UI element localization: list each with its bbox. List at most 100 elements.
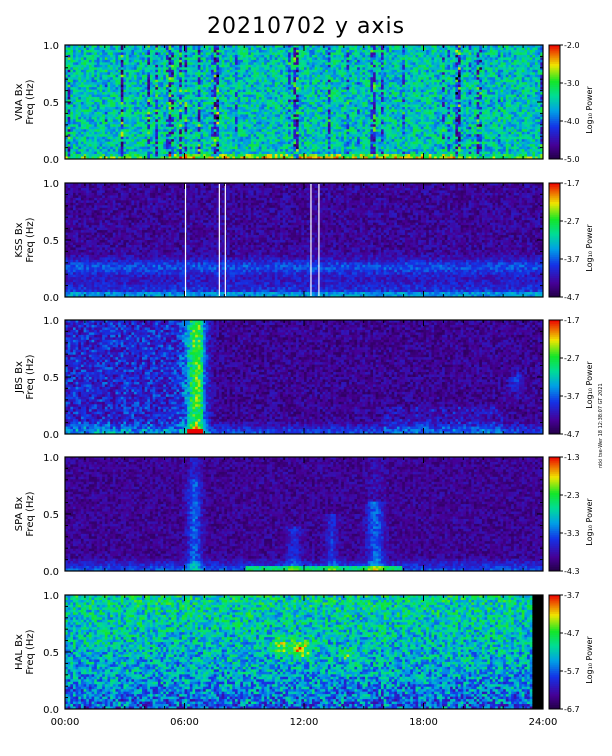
spectrogram-cell bbox=[78, 109, 82, 113]
spectrogram-cell bbox=[149, 57, 154, 61]
spectrogram-cell bbox=[197, 136, 201, 140]
spectrogram-cell bbox=[314, 156, 318, 160]
spectrogram-cell bbox=[213, 72, 217, 76]
spectrogram-cell bbox=[192, 141, 196, 145]
spectrogram-cell bbox=[343, 146, 347, 150]
spectrogram-cell bbox=[237, 87, 241, 91]
spectrogram-cell bbox=[139, 45, 143, 48]
spectrogram-cell bbox=[139, 146, 143, 150]
spectrogram-cell bbox=[147, 64, 151, 68]
spectrogram-cell bbox=[163, 139, 167, 143]
spectrogram-cell bbox=[203, 97, 207, 100]
spectrogram-cell bbox=[110, 116, 114, 120]
spectrogram-cell bbox=[152, 111, 156, 115]
spectrogram-cell bbox=[256, 146, 260, 150]
spectrogram-cell bbox=[67, 92, 71, 95]
spectrogram-cell bbox=[338, 69, 342, 73]
spectrogram-cell bbox=[142, 124, 146, 128]
spectrogram-cell bbox=[341, 74, 345, 78]
spectrogram-cell bbox=[211, 79, 215, 83]
spectrogram-cell bbox=[250, 106, 254, 110]
spectrogram-cell bbox=[311, 151, 316, 155]
spectrogram-cell bbox=[335, 144, 339, 148]
spectrogram-cell bbox=[176, 52, 180, 56]
spectrogram-cell bbox=[78, 82, 82, 86]
spectrogram-cell bbox=[115, 109, 119, 113]
spectrogram-cell bbox=[232, 124, 236, 128]
spectrogram-cell bbox=[115, 104, 119, 108]
spectrogram-cell bbox=[319, 124, 323, 128]
spectrogram-cell bbox=[341, 109, 345, 113]
spectrogram-cell bbox=[216, 49, 220, 53]
spectrogram-cell bbox=[80, 67, 84, 71]
spectrogram-cell bbox=[115, 94, 119, 98]
spectrogram-cell bbox=[346, 136, 350, 140]
spectrogram-cell bbox=[75, 114, 79, 118]
spectrogram-cell bbox=[248, 77, 252, 81]
spectrogram-cell bbox=[120, 151, 124, 155]
spectrogram-cell bbox=[163, 109, 167, 113]
spectrogram-cell bbox=[258, 141, 262, 145]
spectrogram-cell bbox=[224, 126, 228, 130]
spectrogram-cell bbox=[333, 114, 337, 118]
spectrogram-cell bbox=[142, 59, 146, 63]
spectrogram-cell bbox=[298, 47, 302, 51]
spectrogram-cell bbox=[144, 104, 148, 108]
spectrogram-cell bbox=[120, 47, 124, 51]
spectrogram-cell bbox=[149, 151, 154, 155]
spectrogram-cell bbox=[237, 94, 241, 98]
spectrogram-cell bbox=[189, 67, 193, 71]
spectrogram-cell bbox=[118, 89, 122, 93]
spectrogram-cell bbox=[242, 82, 246, 86]
spectrogram-cell bbox=[91, 84, 95, 88]
spectrogram-cell bbox=[229, 82, 233, 86]
spectrogram-cell bbox=[131, 77, 135, 81]
spectrogram-cell bbox=[272, 131, 276, 135]
spectrogram-cell bbox=[75, 149, 79, 152]
spectrogram-cell bbox=[314, 144, 318, 148]
spectrogram-cell bbox=[304, 89, 308, 93]
spectrogram-cell bbox=[203, 62, 207, 66]
spectrogram-cell bbox=[195, 57, 199, 61]
spectrogram-cell bbox=[110, 102, 114, 105]
spectrogram-cell bbox=[149, 45, 154, 48]
spectrogram-cell bbox=[189, 146, 193, 150]
spectrogram-cell bbox=[234, 134, 239, 138]
spectrogram-cell bbox=[274, 84, 278, 88]
spectrogram-cell bbox=[229, 99, 233, 103]
spectrogram-cell bbox=[314, 74, 318, 78]
spectrogram-cell bbox=[309, 139, 313, 143]
spectrogram-cell bbox=[221, 92, 225, 95]
spectrogram-cell bbox=[147, 144, 151, 148]
spectrogram-cell bbox=[70, 129, 74, 133]
spectrogram-cell bbox=[261, 104, 265, 108]
spectrogram-cell bbox=[253, 136, 257, 140]
spectrogram-cell bbox=[179, 77, 183, 81]
spectrogram-cell bbox=[75, 87, 79, 91]
spectrogram-cell bbox=[290, 92, 294, 95]
spectrogram-cell bbox=[269, 102, 273, 105]
spectrogram-cell bbox=[200, 59, 204, 63]
spectrogram-cell bbox=[211, 82, 215, 86]
spectrogram-cell bbox=[157, 52, 161, 56]
spectrogram-cell bbox=[272, 97, 276, 100]
spectrogram-cell bbox=[192, 49, 196, 53]
spectrogram-cell bbox=[253, 114, 257, 118]
spectrogram-cell bbox=[224, 99, 228, 103]
spectrogram-cell bbox=[240, 79, 244, 83]
spectrogram-cell bbox=[317, 52, 321, 56]
spectrogram-cell bbox=[269, 57, 273, 61]
spectrogram-cell bbox=[96, 59, 100, 63]
spectrogram-cell bbox=[142, 49, 146, 53]
spectrogram-cell bbox=[211, 84, 215, 88]
spectrogram-cell bbox=[70, 79, 74, 83]
spectrogram-cell bbox=[314, 116, 318, 120]
spectrogram-cell bbox=[99, 139, 103, 143]
spectrogram-cell bbox=[173, 134, 177, 138]
spectrogram-cell bbox=[290, 114, 294, 118]
spectrogram-cell bbox=[115, 156, 119, 160]
spectrogram-cell bbox=[349, 154, 353, 157]
spectrogram-cell bbox=[245, 119, 249, 123]
spectrogram-cell bbox=[349, 121, 353, 125]
spectrogram-cell bbox=[187, 104, 191, 108]
